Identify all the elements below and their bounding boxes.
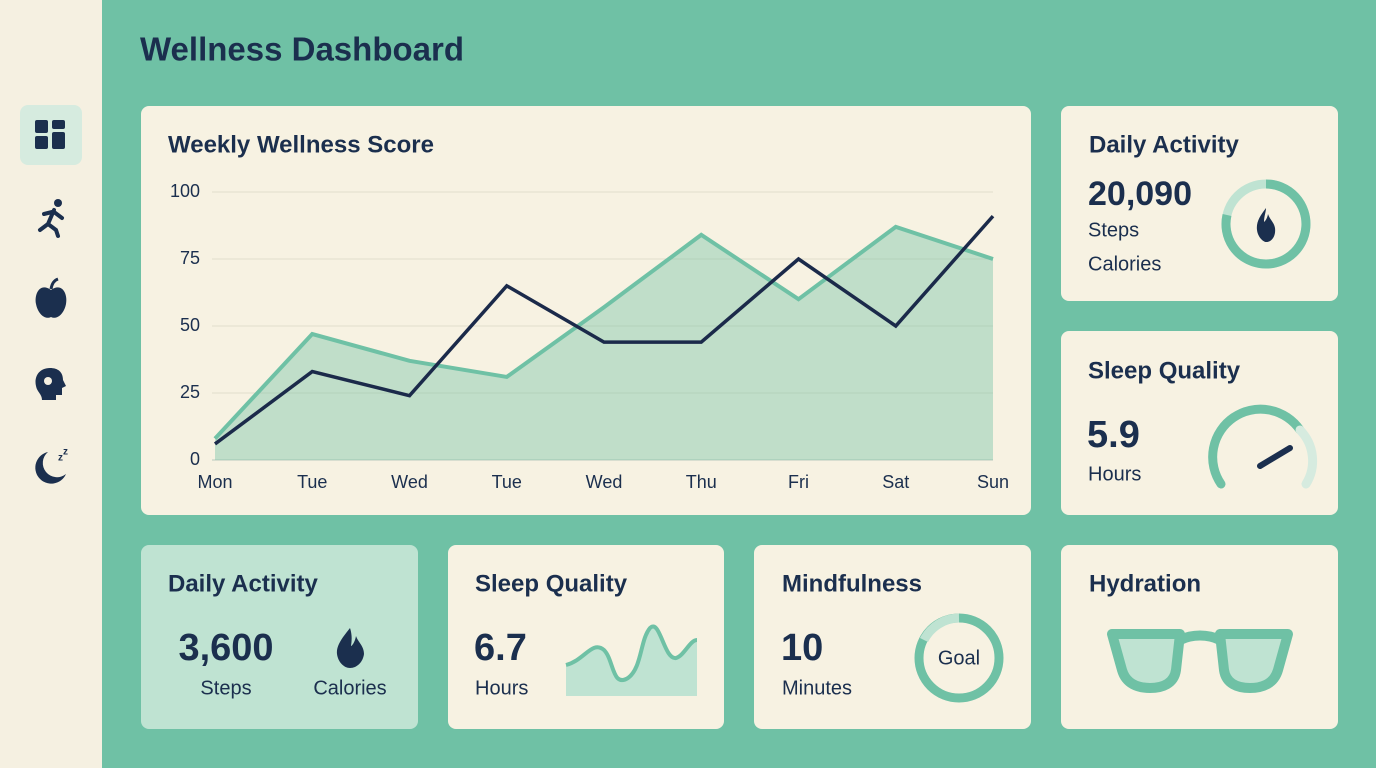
card-unit: Minutes [782,677,852,699]
x-tick-label: Mon [197,472,232,492]
card-title: Daily Activity [1089,131,1239,158]
card-title: Hydration [1089,570,1201,597]
card [1061,106,1338,301]
sleep-gauge [1208,404,1318,489]
y-tick-label: 0 [190,449,200,469]
card-value: 6.7 [474,627,527,669]
x-tick-label: Sat [882,472,909,492]
nav-mind[interactable] [35,368,66,400]
card-label: Calories [1088,253,1161,275]
y-tick-label: 100 [170,181,200,201]
x-tick-label: Thu [686,472,717,492]
x-tick-label: Fri [788,472,809,492]
activity-ring [1221,179,1311,269]
chart-card [141,106,1031,515]
card-unit: Hours [1088,463,1141,485]
x-tick-label: Tue [492,472,522,492]
card-value: 5.9 [1087,414,1140,456]
svg-text:z: z [58,453,63,464]
svg-text:z: z [63,447,68,458]
area-line [213,224,994,440]
card-title: Sleep Quality [475,570,628,597]
card-title: Daily Activity [168,570,318,597]
y-tick-label: 75 [180,248,200,268]
flame-icon [336,628,364,668]
card-label: Calories [313,677,386,699]
card [141,545,418,729]
card-value: 3,600 [178,627,273,669]
chart: 0 25 50 75 100 Mon Tue Wed Tue Wed Thu Fri Sat Sun [170,181,1009,492]
card-unit: Hours [475,677,528,699]
card-title: Sleep Quality [1088,357,1241,384]
x-tick-label: Wed [586,472,623,492]
y-tick-label: 25 [180,382,200,402]
goal-badge: Goal [938,647,980,669]
page-title: Wellness Dashboard [140,31,464,68]
chart-title: Weekly Wellness Score [168,131,434,158]
x-tick-label: Tue [297,472,327,492]
nav-dashboard[interactable] [20,105,82,165]
glasses-icon [1107,629,1293,693]
goal-ring-rest [919,613,960,643]
y-tick-label: 50 [180,315,200,335]
nav-nutrition[interactable] [35,277,67,318]
card-label: Steps [1088,219,1139,241]
nav-activity[interactable] [38,199,64,238]
card-value: 20,090 [1088,175,1192,213]
card-value: 10 [781,627,823,669]
card-title: Mindfulness [782,570,922,597]
nav-sleep[interactable]: zz [35,447,68,484]
x-tick-label: Sun [977,472,1009,492]
sleep-sparkline [565,624,698,696]
card-label: Steps [200,677,251,699]
x-tick-label: Wed [391,472,428,492]
card [1061,331,1338,515]
card [754,545,1031,729]
line [213,214,995,446]
